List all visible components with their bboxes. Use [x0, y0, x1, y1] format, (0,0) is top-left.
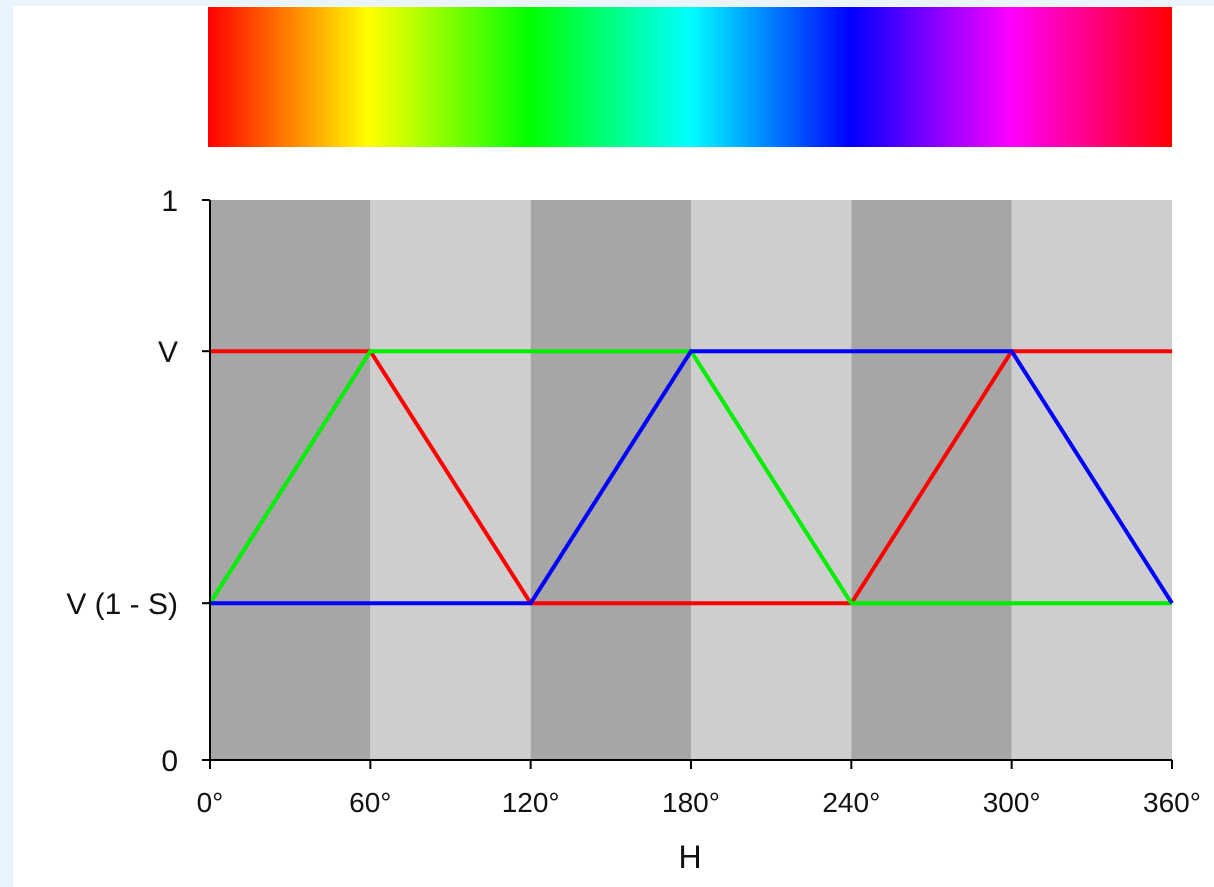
background-bands	[210, 200, 1172, 760]
x-tick-label: 180°	[662, 787, 720, 818]
series-line	[210, 349, 1174, 606]
x-tick-labels: 0° 60° 120° 180° 240° 300° 360°	[197, 760, 1201, 818]
x-tick-label: 300°	[983, 787, 1041, 818]
y-tick-label: V (1 - S)	[66, 588, 178, 621]
y-tick-label: V	[158, 336, 178, 369]
x-tick-label: 60°	[349, 787, 391, 818]
x-axis-label: H	[678, 839, 701, 875]
x-tick-label: 240°	[822, 787, 880, 818]
x-tick-label: 360°	[1143, 787, 1201, 818]
y-tick-label: 0	[161, 745, 178, 778]
x-tick-label: 0°	[197, 787, 224, 818]
x-tick-label: 120°	[502, 787, 560, 818]
y-tick-label: 1	[161, 185, 178, 218]
frame-left-edge	[0, 0, 13, 887]
frame-top-edge	[0, 0, 1214, 6]
series-lines	[208, 349, 1174, 606]
y-tick-labels: 0 V (1 - S) V 1	[66, 185, 210, 778]
hue-spectrum-bar	[208, 7, 1172, 147]
